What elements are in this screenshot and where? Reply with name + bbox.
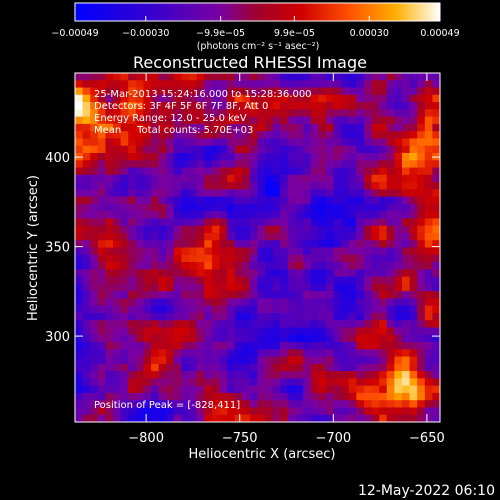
x-tick-label: −800 — [128, 431, 164, 446]
colorbar-tick-label: 0.00030 — [350, 28, 389, 39]
footer-timestamp: 12-May-2022 06:10 — [358, 483, 495, 499]
y-axis: 300 350 400 — [45, 151, 440, 345]
colorbar-unit-label: (photons cm⁻² s⁻¹ asec⁻²) — [197, 41, 320, 52]
x-tick-label: −700 — [315, 431, 351, 446]
colorbar-tick-label: 9.9e−05 — [274, 28, 315, 39]
y-axis-label: Heliocentric Y (arcsec) — [26, 175, 41, 321]
x-axis: −800 −750 −700 −650 — [128, 73, 445, 446]
y-tick-label: 350 — [45, 241, 70, 256]
annotation-energy-range: Energy Range: 12.0 - 25.0 keV — [94, 113, 247, 124]
colorbar-ticks: −0.00049 −0.00030 −9.9e−05 9.9e−05 0.00030 0.… — [51, 16, 460, 39]
colorbar-tick-label: −0.00049 — [51, 28, 98, 39]
x-tick-label: −650 — [409, 431, 445, 446]
heatmap-image — [75, 73, 440, 422]
y-tick-label: 300 — [45, 330, 70, 345]
annotation-total-counts: Mean Total counts: 5.70E+03 — [94, 125, 253, 136]
colorbar — [74, 2, 441, 22]
x-tick-label: −750 — [222, 431, 258, 446]
plot-frame — [74, 72, 441, 423]
chart-title: Reconstructed RHESSI Image — [133, 53, 367, 72]
x-axis-label: Heliocentric X (arcsec) — [189, 447, 336, 462]
annotation-time-range: 25-Mar-2013 15:24:16.000 to 15:28:36.000 — [94, 89, 312, 100]
peak-position-label: Position of Peak = [-828,411] — [94, 400, 240, 411]
y-tick-label: 400 — [45, 151, 70, 166]
annotation-detectors: Detectors: 3F 4F 5F 6F 7F 8F, Att 0 — [94, 101, 268, 112]
colorbar-tick-label: −9.9e−05 — [196, 28, 245, 39]
colorbar-tick-label: −0.00030 — [122, 28, 169, 39]
colorbar-tick-label: 0.00049 — [420, 28, 459, 39]
